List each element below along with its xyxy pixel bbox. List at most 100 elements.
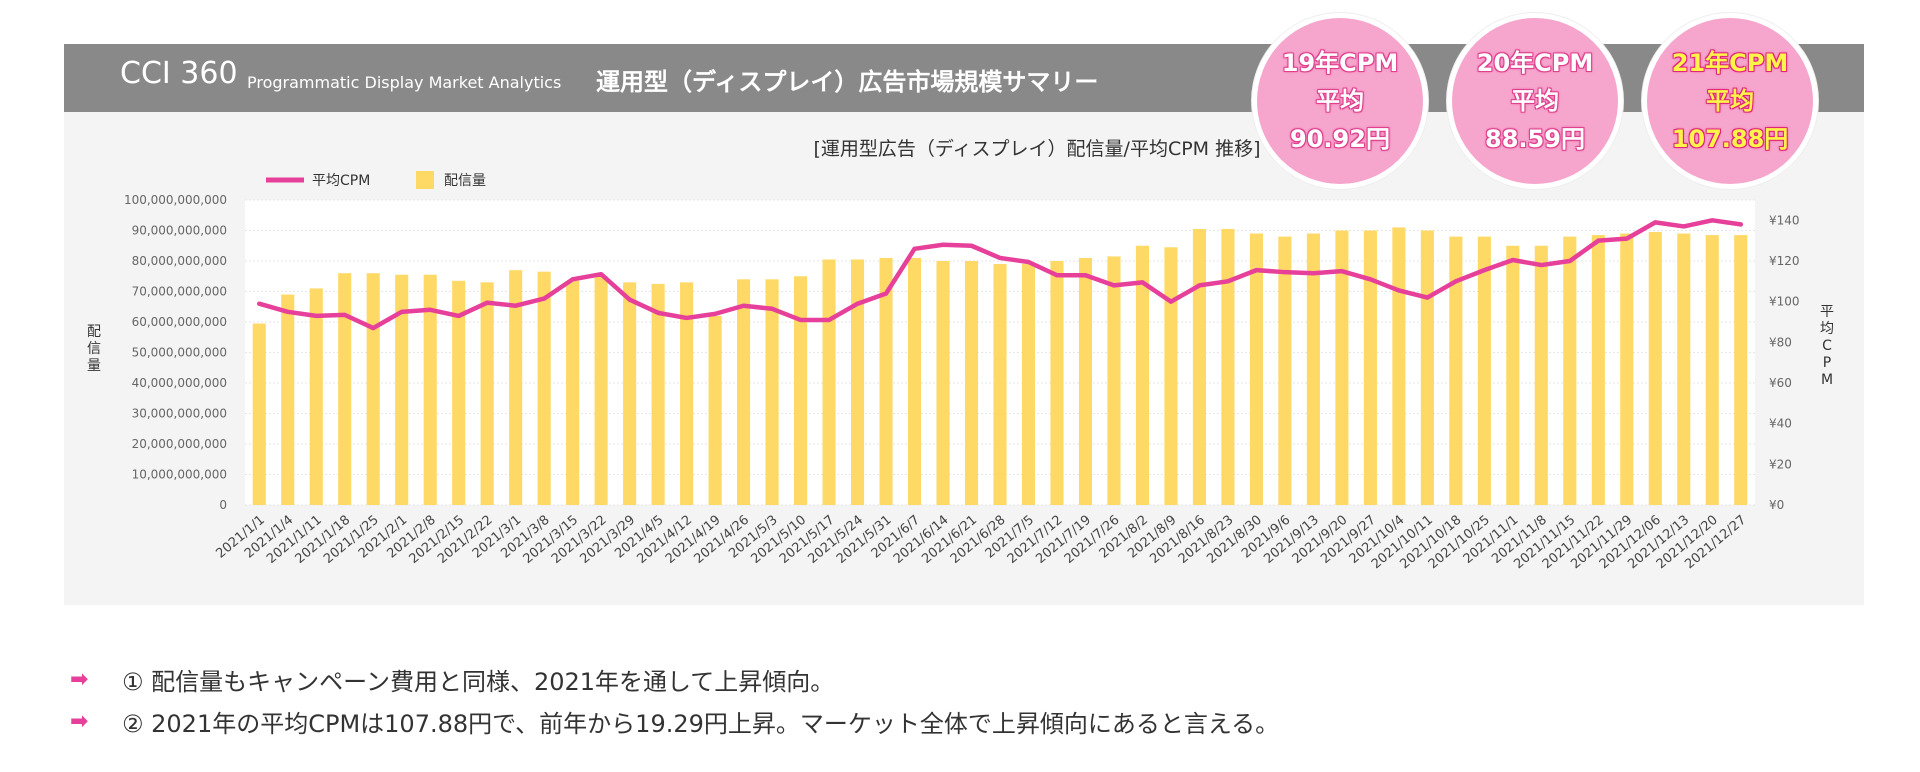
legend-volume-label: 配信量 xyxy=(444,173,486,189)
bullet-item: ➡ ② 2021年の平均CPMは107.88円で、前年から19.29円上昇。マー… xyxy=(70,700,1279,742)
bullet-item: ➡ ① 配信量もキャンペーン費用と同様、2021年を通して上昇傾向。 xyxy=(70,658,1279,700)
y-left-tick-label: 20,000,000,000 xyxy=(132,437,227,451)
summary-bullets: ➡ ① 配信量もキャンペーン費用と同様、2021年を通して上昇傾向。 ➡ ② 2… xyxy=(70,658,1279,742)
cpm-point xyxy=(627,297,632,302)
bar xyxy=(708,315,722,505)
cpm-point xyxy=(998,255,1002,260)
cpm-point xyxy=(1681,224,1686,229)
bar xyxy=(1620,233,1634,506)
y-left-tick-label: 50,000,000,000 xyxy=(132,346,227,360)
cpm-point xyxy=(1368,277,1373,282)
cpm-point xyxy=(1111,283,1116,288)
badge-2021-cpm: 21年CPM 平均 107.88円 xyxy=(1642,13,1818,189)
y-right-axis-title-char: 平 xyxy=(1820,304,1834,320)
cpm-point xyxy=(827,317,832,322)
cpm-point xyxy=(1225,279,1230,284)
cpm-point xyxy=(912,246,917,251)
cpm-point xyxy=(599,272,604,277)
cpm-point xyxy=(798,317,803,322)
cpm-point xyxy=(1738,222,1743,227)
y-right-tick-label: ¥120 xyxy=(1769,254,1800,268)
badge-value: 90.92円 xyxy=(1290,125,1390,153)
cpm-point xyxy=(342,312,347,317)
bar xyxy=(281,294,295,505)
legend-cpm-label: 平均CPM xyxy=(312,173,370,189)
y-left-axis-title-char: 信 xyxy=(87,341,101,357)
cpm-point xyxy=(741,303,746,308)
y-right-axis-title-char: M xyxy=(1821,372,1833,388)
bar xyxy=(1563,236,1577,505)
y-right-axis-title-char: P xyxy=(1823,355,1831,371)
y-left-tick-label: 0 xyxy=(219,498,227,512)
chart-title: [運用型広告（ディスプレイ）配信量/平均CPM 推移] xyxy=(813,138,1260,160)
badge-2020-cpm: 20年CPM 平均 88.59円 xyxy=(1447,13,1623,189)
bar xyxy=(879,257,893,505)
bar xyxy=(338,273,352,505)
cpm-point xyxy=(1339,269,1344,274)
bar xyxy=(1363,230,1377,505)
cpm-point xyxy=(542,296,547,301)
bar xyxy=(1107,256,1121,505)
bullet-text: ① 配信量もキャンペーン費用と同様、2021年を通して上昇傾向。 xyxy=(122,667,835,696)
cpm-point xyxy=(1083,273,1088,278)
cpm-point xyxy=(1197,283,1202,288)
bar xyxy=(1221,228,1235,505)
cpm-point xyxy=(1254,268,1259,273)
bar xyxy=(680,282,694,505)
bar xyxy=(1705,235,1719,505)
y-right-tick-label: ¥0 xyxy=(1769,498,1784,512)
bar xyxy=(480,282,494,505)
cpm-point xyxy=(656,310,661,315)
badge-line: 平均 xyxy=(1316,87,1364,115)
bar xyxy=(964,261,979,505)
y-left-tick-label: 90,000,000,000 xyxy=(132,224,227,238)
cpm-point xyxy=(713,311,718,316)
cpm-point xyxy=(1054,273,1059,278)
y-left-tick-label: 10,000,000,000 xyxy=(132,468,227,482)
bar xyxy=(1078,257,1093,505)
cpm-point xyxy=(1425,295,1430,300)
cpm-point xyxy=(969,243,974,248)
bar xyxy=(1534,245,1548,505)
bar xyxy=(765,279,779,505)
y-left-tick-label: 100,000,000,000 xyxy=(124,193,227,207)
y-right-axis-title-char: 均 xyxy=(1820,321,1834,337)
bar xyxy=(252,323,266,505)
cpm-point xyxy=(1567,259,1572,263)
badge-line: 19年CPM xyxy=(1281,49,1399,77)
bar xyxy=(822,259,836,505)
bar xyxy=(566,280,580,505)
bar xyxy=(423,274,437,505)
cpm-point xyxy=(855,301,860,306)
bar xyxy=(1506,245,1520,505)
cpm-point xyxy=(1026,260,1031,265)
page-title: 運用型（ディスプレイ）広告市場規模サマリー xyxy=(596,68,1099,96)
badge-line: 平均 xyxy=(1511,87,1559,115)
bar xyxy=(794,276,808,505)
y-right-tick-label: ¥40 xyxy=(1769,417,1792,431)
bar xyxy=(1677,233,1691,506)
bar xyxy=(936,261,950,505)
cpm-point xyxy=(1653,220,1658,225)
cpm-point xyxy=(1453,279,1458,284)
bullet-text: ② 2021年の平均CPMは107.88円で、前年から19.29円上昇。マーケッ… xyxy=(122,709,1280,738)
badge-line: 20年CPM xyxy=(1476,49,1594,77)
cpm-point xyxy=(941,242,946,247)
cpm-point xyxy=(456,313,461,318)
bar xyxy=(452,280,466,505)
y-right-tick-label: ¥80 xyxy=(1769,335,1792,349)
bar xyxy=(1392,227,1406,505)
bar xyxy=(1591,235,1605,505)
cpm-point xyxy=(285,309,290,314)
bar xyxy=(993,264,1007,505)
y-left-axis-title-char: 配 xyxy=(87,324,101,340)
y-right-axis-title-char: C xyxy=(1822,338,1832,354)
bar xyxy=(651,283,665,505)
bar xyxy=(1021,264,1036,505)
y-right-tick-label: ¥20 xyxy=(1769,457,1792,471)
bar xyxy=(1192,228,1206,505)
bar xyxy=(366,273,380,505)
badge-value: 107.88円 xyxy=(1671,125,1789,153)
cpm-point xyxy=(399,309,404,314)
bar xyxy=(1050,261,1064,505)
